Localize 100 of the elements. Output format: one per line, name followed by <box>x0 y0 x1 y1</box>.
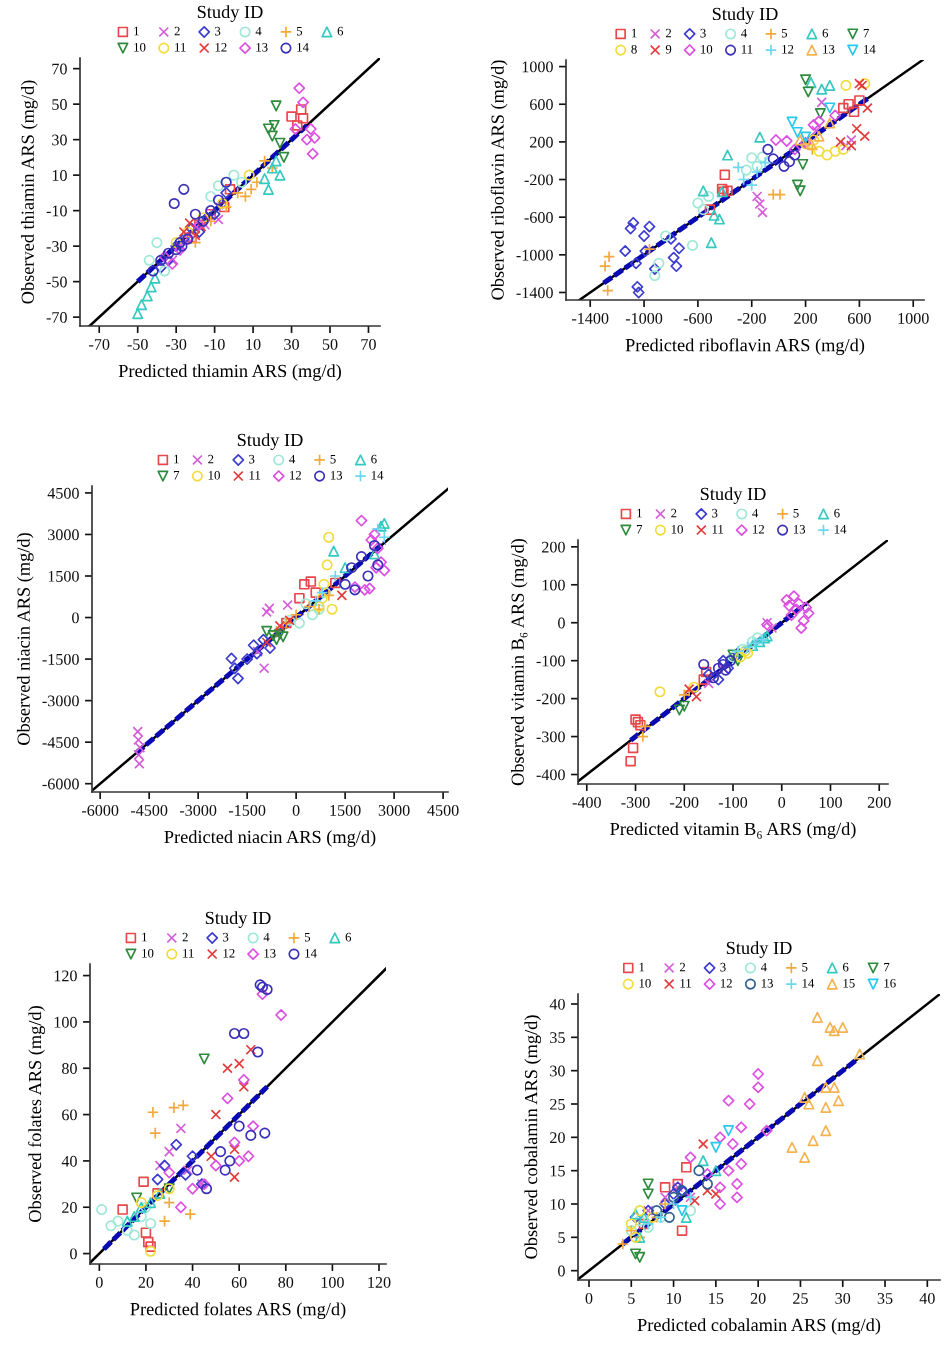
y-tick-label: 15 <box>550 1165 565 1177</box>
y-tick-label: -4500 <box>42 737 79 748</box>
x-tick-label: 5 <box>628 1293 635 1304</box>
y-tick-label: 4500 <box>47 487 79 499</box>
x-tick-label: 1000 <box>898 312 929 324</box>
y-tick-label: -3000 <box>42 695 79 707</box>
y-tick-label: 10 <box>550 1198 565 1210</box>
x-tick-label: 100 <box>321 1276 344 1288</box>
legend-title: Study ID <box>712 7 778 24</box>
y-tick-label: 5 <box>558 1232 565 1244</box>
x-tick-label: -3000 <box>179 804 217 816</box>
x-axis-title: Predicted riboflavin ARS (mg/d) <box>625 338 865 356</box>
x-axis-title: Predicted cobalamin ARS (mg/d) <box>637 1318 881 1335</box>
x-tick-label: 200 <box>794 312 818 324</box>
y-axis-title: Observed folates ARS (mg/d) <box>28 1006 45 1222</box>
x-axis-title: Predicted folates ARS (mg/d) <box>130 1302 346 1320</box>
x-tick-label: 30 <box>835 1292 851 1304</box>
x-tick-label: 20 <box>750 1292 766 1304</box>
x-tick-label: -100 <box>718 796 748 808</box>
y-axis-title: Observed thiamin ARS (mg/d) <box>21 80 38 304</box>
x-tick-label: 50 <box>322 338 338 350</box>
x-tick-label: -600 <box>683 312 713 324</box>
x-tick-label: -1500 <box>228 804 266 816</box>
x-tick-label: 70 <box>361 338 376 350</box>
y-tick-label: 30 <box>550 1065 565 1077</box>
y-tick-label: 1000 <box>522 61 553 73</box>
y-tick-label: -200 <box>536 693 565 705</box>
x-tick-label: 200 <box>867 796 891 808</box>
x-tick-label: 600 <box>848 312 871 324</box>
y-tick-label: -400 <box>536 769 565 781</box>
x-tick-label: 15 <box>709 1293 724 1304</box>
y-tick-label: 100 <box>54 1016 77 1028</box>
x-tick-label: 3000 <box>378 804 410 816</box>
y-tick-label: 70 <box>52 63 67 75</box>
y-tick-label: 0 <box>70 1248 77 1260</box>
x-tick-label: 40 <box>184 1276 200 1288</box>
y-tick-label: 10 <box>52 170 67 181</box>
y-tick-label: 0 <box>72 612 79 624</box>
x-tick-label: -300 <box>621 796 650 808</box>
x-tick-label: 0 <box>95 1276 103 1288</box>
y-tick-label: -1000 <box>516 249 553 261</box>
y-tick-label: -1400 <box>516 287 553 299</box>
x-tick-label: 20 <box>138 1276 154 1288</box>
x-tick-label: -200 <box>670 796 699 808</box>
y-tick-label: 200 <box>530 136 553 148</box>
y-axis-title: Observed riboflavin ARS (mg/d) <box>490 60 508 300</box>
x-tick-label: 10 <box>666 1292 682 1304</box>
y-tick-label: 50 <box>52 99 67 110</box>
y-tick-label: 40 <box>549 998 565 1010</box>
y-tick-label: -200 <box>524 174 553 186</box>
x-tick-label: 0 <box>778 796 786 808</box>
x-tick-label: -1000 <box>625 312 663 324</box>
x-tick-label: 1500 <box>330 804 361 816</box>
y-tick-label: 35 <box>550 1032 565 1044</box>
x-axis-title: Predicted vitamin B₆ ARS (mg/d) <box>610 822 856 839</box>
legend-title: Study ID <box>700 487 766 504</box>
x-tick-label: 60 <box>231 1276 247 1288</box>
y-tick-label: 20 <box>550 1132 565 1144</box>
x-tick-label: 10 <box>246 338 261 350</box>
x-axis-title: Predicted niacin ARS (mg/d) <box>164 830 376 847</box>
y-tick-label: -30 <box>46 241 67 252</box>
x-tick-label: 25 <box>793 1293 808 1304</box>
legend-title: Study ID <box>237 433 303 450</box>
y-axis-title: Observed vitamin B₆ ARS (mg/d) <box>510 538 528 786</box>
y-tick-label: 0 <box>558 1265 565 1277</box>
y-axis-title: Observed cobalamin ARS (mg/d) <box>524 1015 542 1259</box>
y-tick-label: -10 <box>46 205 67 217</box>
y-tick-label: -600 <box>524 212 553 223</box>
y-tick-label: -1500 <box>42 653 79 665</box>
x-tick-label: 0 <box>585 1292 593 1304</box>
y-tick-label: 0 <box>558 617 565 629</box>
y-tick-label: 40 <box>61 1155 77 1167</box>
legend-title: Study ID <box>726 941 792 958</box>
y-tick-label: -50 <box>46 276 67 288</box>
x-tick-label: -10 <box>204 338 225 350</box>
x-tick-label: 80 <box>278 1276 294 1288</box>
y-tick-label: 120 <box>54 970 77 982</box>
x-tick-label: 4500 <box>427 804 459 816</box>
y-tick-label: -100 <box>536 655 565 667</box>
x-tick-label: -30 <box>166 338 187 350</box>
y-tick-label: 200 <box>542 541 565 553</box>
x-tick-label: -70 <box>89 338 110 350</box>
y-axis-title: Observed niacin ARS (mg/d) <box>16 533 34 745</box>
y-tick-label: 1500 <box>48 570 79 582</box>
y-tick-label: 25 <box>550 1098 565 1110</box>
x-tick-label: 40 <box>919 1292 935 1304</box>
y-tick-label: 30 <box>52 134 67 146</box>
x-tick-label: 0 <box>292 804 300 816</box>
y-tick-label: 60 <box>62 1109 77 1121</box>
x-tick-label: 100 <box>819 796 842 808</box>
x-tick-label: 35 <box>877 1293 893 1304</box>
x-tick-label: -50 <box>127 338 148 350</box>
x-tick-label: -6000 <box>81 804 119 816</box>
y-tick-label: 80 <box>62 1063 77 1074</box>
y-tick-label: -6000 <box>42 778 79 790</box>
x-tick-label: 30 <box>284 338 299 350</box>
legend-title: Study ID <box>205 911 271 928</box>
x-tick-label: 120 <box>368 1276 391 1288</box>
y-tick-label: 600 <box>530 99 553 110</box>
y-tick-label: -300 <box>536 731 565 743</box>
